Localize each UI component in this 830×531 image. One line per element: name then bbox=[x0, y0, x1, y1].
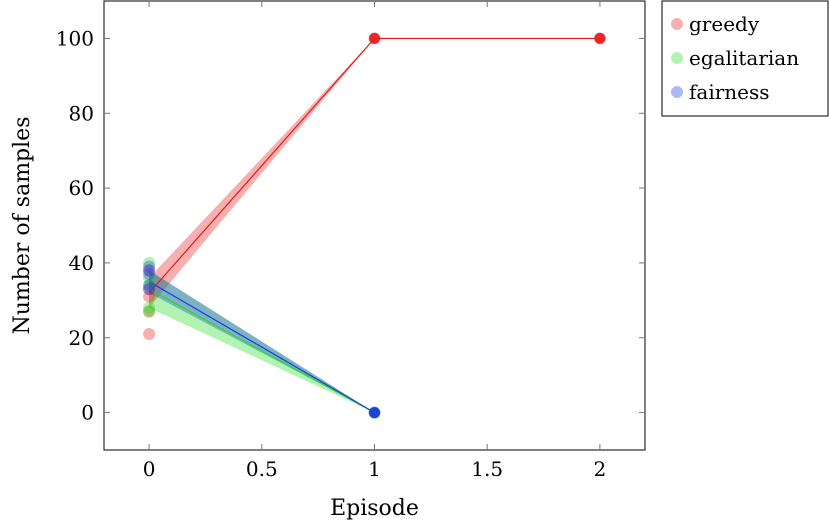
legend-marker-greedy bbox=[671, 18, 683, 30]
fairness-marker-1 bbox=[369, 407, 380, 419]
legend-label-egalitarian: egalitarian bbox=[689, 46, 799, 70]
greedy-point-4 bbox=[143, 264, 156, 277]
axis-ticks bbox=[104, 1, 645, 450]
fairness-line bbox=[148, 281, 375, 414]
egalitarian-line bbox=[148, 288, 375, 414]
fairness-point-2 bbox=[143, 268, 156, 281]
greedy-point-1 bbox=[143, 305, 156, 318]
legend-label-greedy: greedy bbox=[689, 12, 760, 36]
y-tick-label: 60 bbox=[69, 176, 94, 200]
confidence-bands bbox=[149, 38, 600, 413]
egalitarian-point-0 bbox=[143, 305, 156, 318]
egalitarian-point-1 bbox=[143, 301, 156, 314]
y-tick-label: 0 bbox=[81, 401, 94, 425]
fairness-band bbox=[149, 270, 375, 413]
y-tick-label: 20 bbox=[69, 326, 94, 350]
egalitarian-point-3 bbox=[143, 271, 156, 284]
fairness-point-4 bbox=[143, 260, 156, 273]
y-tick-label: 100 bbox=[56, 26, 94, 50]
plot-frame bbox=[103, 0, 646, 451]
y-tick-label: 80 bbox=[69, 101, 94, 125]
legend-label-fairness: fairness bbox=[689, 80, 770, 104]
x-tick-label: 2 bbox=[594, 457, 607, 481]
greedy-point-2 bbox=[143, 290, 156, 303]
y-axis-label: Number of samples bbox=[10, 117, 35, 335]
x-tick-label: 0.5 bbox=[246, 457, 278, 481]
egalitarian-point-2 bbox=[143, 279, 156, 292]
x-axis-label: Episode bbox=[330, 496, 419, 521]
fairness-point-1 bbox=[143, 279, 156, 292]
greedy-band bbox=[149, 38, 600, 308]
greedy-marker-1 bbox=[369, 32, 380, 44]
x-tick-label: 0 bbox=[143, 457, 156, 481]
greedy-marker-2 bbox=[594, 32, 606, 44]
legend: greedy egalitarian fairness bbox=[661, 0, 829, 117]
greedy-point-3 bbox=[143, 283, 156, 296]
fairness-point-0 bbox=[143, 283, 156, 296]
legend-frame bbox=[661, 0, 829, 117]
y-tick-label: 40 bbox=[69, 251, 94, 275]
greedy-point-0 bbox=[143, 328, 156, 341]
legend-marker-fairness bbox=[671, 86, 683, 98]
fairness-point-3 bbox=[143, 264, 156, 277]
data-points bbox=[143, 32, 606, 419]
egalitarian-point-4 bbox=[143, 256, 156, 269]
x-tick-label: 1.5 bbox=[471, 457, 503, 481]
egalitarian-band bbox=[149, 270, 375, 413]
greedy-line bbox=[148, 37, 600, 294]
legend-marker-egalitarian bbox=[671, 52, 683, 64]
x-tick-label: 1 bbox=[368, 457, 381, 481]
